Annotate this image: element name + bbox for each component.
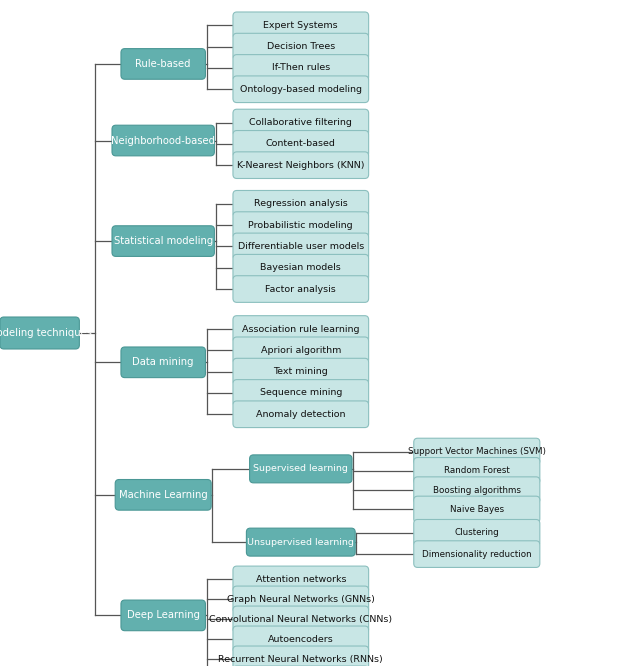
Text: Supervised learning: Supervised learning [253,464,348,474]
Text: Recurrent Neural Networks (RNNs): Recurrent Neural Networks (RNNs) [218,655,383,664]
FancyBboxPatch shape [414,496,540,523]
Text: Collaborative filtering: Collaborative filtering [250,118,352,127]
Text: Ontology-based modeling: Ontology-based modeling [240,85,362,94]
FancyBboxPatch shape [246,528,355,556]
Text: Autoencoders: Autoencoders [268,635,333,644]
FancyBboxPatch shape [233,358,369,385]
FancyBboxPatch shape [233,316,369,342]
FancyBboxPatch shape [115,480,211,510]
Text: Data mining: Data mining [132,357,194,368]
Text: Association rule learning: Association rule learning [242,324,360,334]
Text: Decision Trees: Decision Trees [267,42,335,51]
FancyBboxPatch shape [233,233,369,260]
Text: Anomaly detection: Anomaly detection [256,410,346,419]
FancyBboxPatch shape [233,401,369,428]
FancyBboxPatch shape [233,276,369,302]
Text: Factor analysis: Factor analysis [266,284,336,294]
Text: Boosting algorithms: Boosting algorithms [433,486,521,495]
FancyBboxPatch shape [121,49,205,79]
Text: Statistical modeling: Statistical modeling [113,236,213,246]
FancyBboxPatch shape [414,541,540,567]
Text: Attention networks: Attention networks [255,575,346,584]
FancyBboxPatch shape [414,438,540,465]
Text: Expert Systems: Expert Systems [264,21,338,30]
FancyBboxPatch shape [233,55,369,81]
Text: Dimensionality reduction: Dimensionality reduction [422,549,532,559]
FancyBboxPatch shape [250,455,352,483]
Text: Differentiable user models: Differentiable user models [237,242,364,251]
Text: Modeling techniques: Modeling techniques [0,328,92,338]
FancyBboxPatch shape [112,226,214,256]
Text: Probabilistic modeling: Probabilistic modeling [248,220,353,230]
FancyBboxPatch shape [233,606,369,633]
FancyBboxPatch shape [233,152,369,178]
FancyBboxPatch shape [233,109,369,136]
FancyBboxPatch shape [233,626,369,653]
FancyBboxPatch shape [414,477,540,503]
Text: Machine Learning: Machine Learning [119,490,207,500]
FancyBboxPatch shape [121,347,205,378]
Text: Unsupervised learning: Unsupervised learning [248,537,354,547]
FancyBboxPatch shape [233,254,369,281]
FancyBboxPatch shape [233,646,369,666]
Text: Random Forest: Random Forest [444,466,509,476]
Text: Regression analysis: Regression analysis [254,199,348,208]
Text: Rule-based: Rule-based [136,59,191,69]
FancyBboxPatch shape [0,317,79,349]
Text: Naive Bayes: Naive Bayes [450,505,504,514]
FancyBboxPatch shape [233,12,369,39]
FancyBboxPatch shape [233,212,369,238]
Text: Content-based: Content-based [266,139,336,149]
FancyBboxPatch shape [233,33,369,60]
FancyBboxPatch shape [233,380,369,406]
Text: If-Then rules: If-Then rules [271,63,330,73]
FancyBboxPatch shape [233,337,369,364]
FancyBboxPatch shape [414,458,540,484]
Text: Clustering: Clustering [454,528,499,537]
FancyBboxPatch shape [233,190,369,217]
FancyBboxPatch shape [233,76,369,103]
Text: K-Nearest Neighbors (KNN): K-Nearest Neighbors (KNN) [237,161,365,170]
FancyBboxPatch shape [121,600,205,631]
Text: Deep Learning: Deep Learning [127,610,200,621]
Text: Convolutional Neural Networks (CNNs): Convolutional Neural Networks (CNNs) [209,615,392,624]
Text: Text mining: Text mining [273,367,328,376]
FancyBboxPatch shape [233,566,369,593]
Text: Bayesian models: Bayesian models [260,263,341,272]
FancyBboxPatch shape [233,131,369,157]
Text: Apriori algorithm: Apriori algorithm [260,346,341,355]
Text: Graph Neural Networks (GNNs): Graph Neural Networks (GNNs) [227,595,375,604]
Text: Sequence mining: Sequence mining [260,388,342,398]
Text: Neighborhood-based: Neighborhood-based [111,135,215,146]
Text: Support Vector Machines (SVM): Support Vector Machines (SVM) [408,447,546,456]
FancyBboxPatch shape [414,519,540,546]
FancyBboxPatch shape [233,586,369,613]
FancyBboxPatch shape [112,125,214,156]
